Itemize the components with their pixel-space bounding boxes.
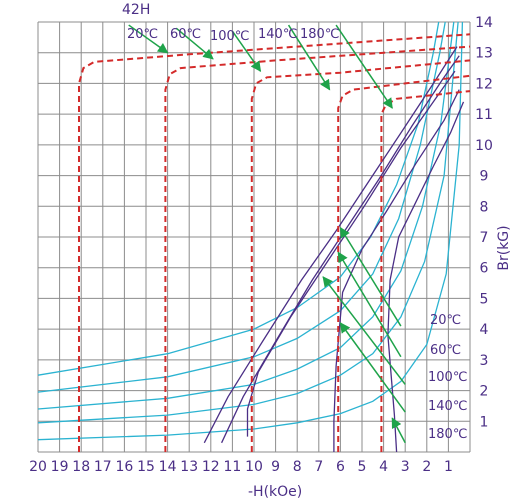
top-label-180: 180℃ <box>300 27 339 42</box>
x-tick-label: 8 <box>293 459 302 475</box>
y-tick-label: 9 <box>480 169 489 185</box>
x-tick-label: 4 <box>379 459 388 475</box>
right-label-140: 140℃ <box>428 399 467 414</box>
y-tick-label: 5 <box>480 291 489 307</box>
top-label-60: 60℃ <box>170 27 201 42</box>
x-tick-label: 12 <box>202 459 220 475</box>
right-label-60: 60℃ <box>430 343 461 358</box>
normal-curve <box>250 59 471 452</box>
label-arrow <box>175 27 214 60</box>
y-tick-label: 10 <box>475 138 493 154</box>
x-tick-label: 1 <box>444 459 453 475</box>
permeance-line <box>37 21 459 424</box>
y-tick-label: 13 <box>475 46 493 62</box>
x-tick-label: 9 <box>271 459 280 475</box>
permeance-line <box>37 21 455 410</box>
label-arrow <box>287 24 331 91</box>
y-tick-label: 7 <box>480 230 489 246</box>
y-tick-label: 2 <box>480 384 489 400</box>
x-tick-label: 6 <box>336 459 345 475</box>
permeance-line <box>37 21 464 441</box>
x-tick-label: 20 <box>29 459 47 475</box>
x-tick-labels: 20 19 18 17 16 15 14 13 12 11 10 9 8 7 6 5 4 3 2 1 <box>29 459 453 475</box>
x-tick-label: 5 <box>358 459 367 475</box>
y-axis-label: Br(kG) <box>496 225 512 270</box>
right-label-180: 180℃ <box>428 427 467 442</box>
permeance-line <box>37 21 446 393</box>
y-tick-label: 3 <box>480 353 489 369</box>
label-arrow <box>339 226 402 327</box>
intrinsic-curve <box>333 89 460 452</box>
x-tick-label: 11 <box>223 459 241 475</box>
top-label-100: 100℃ <box>210 29 249 44</box>
x-tick-label: 19 <box>51 459 69 475</box>
y-tick-label: 12 <box>475 76 493 92</box>
label-arrows <box>128 24 406 444</box>
permeance-line <box>37 21 440 376</box>
y-tick-label: 6 <box>480 261 489 277</box>
x-tick-label: 3 <box>401 459 410 475</box>
label-arrow <box>391 417 406 444</box>
intrinsic-curve <box>203 46 458 444</box>
normal-curve <box>78 33 471 452</box>
intrinsic-curves <box>203 46 465 453</box>
intrinsic-curve <box>387 101 465 453</box>
y-tick-label: 1 <box>480 414 489 430</box>
x-tick-label: 2 <box>422 459 431 475</box>
right-label-100: 100℃ <box>428 370 467 385</box>
label-arrow <box>231 30 262 73</box>
x-tick-label: 10 <box>245 459 263 475</box>
x-tick-label: 18 <box>72 459 90 475</box>
x-tick-label: 16 <box>115 459 133 475</box>
label-arrow <box>339 322 406 413</box>
chart-title: 42H <box>122 2 150 18</box>
y-tick-label: 11 <box>475 107 493 123</box>
top-label-20: 20℃ <box>127 27 158 42</box>
x-tick-label: 15 <box>137 459 155 475</box>
x-tick-label: 14 <box>159 459 177 475</box>
y-tick-label: 4 <box>480 322 489 338</box>
label-arrow <box>322 276 406 385</box>
top-label-140: 140℃ <box>258 27 297 42</box>
y-tick-label: 8 <box>480 199 489 215</box>
x-tick-label: 13 <box>180 459 198 475</box>
x-tick-label: 17 <box>94 459 112 475</box>
label-arrow <box>335 24 393 109</box>
x-tick-label: 7 <box>314 459 323 475</box>
label-arrow <box>128 24 169 54</box>
y-tick-label: 14 <box>475 15 493 31</box>
x-axis-label: -H(kOe) <box>248 484 302 500</box>
normal-curve <box>337 74 471 452</box>
label-arrow <box>337 251 402 358</box>
normal-curves <box>78 33 471 452</box>
right-label-20: 20℃ <box>430 313 461 328</box>
normal-curve <box>164 45 471 452</box>
